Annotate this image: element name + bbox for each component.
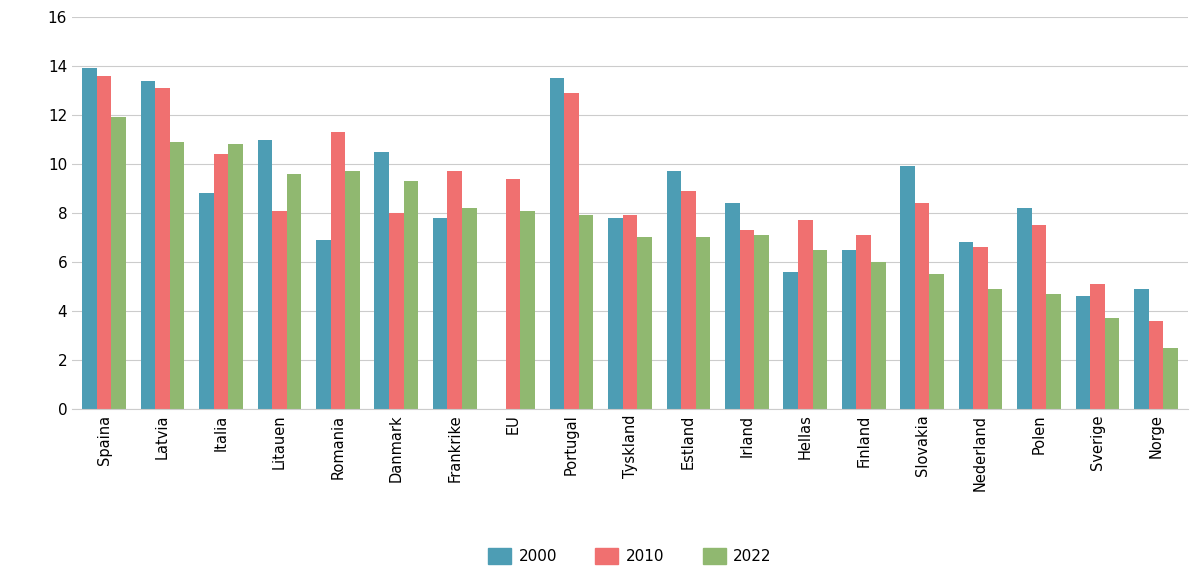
Bar [521, 211, 535, 409]
Bar [316, 240, 330, 409]
Bar [214, 154, 228, 409]
Bar [448, 172, 462, 409]
Bar [608, 218, 623, 409]
Bar [973, 247, 988, 409]
Bar [403, 181, 418, 409]
Bar [784, 272, 798, 409]
Bar [842, 250, 857, 409]
Bar [550, 78, 564, 409]
Bar [857, 235, 871, 409]
Bar [1148, 321, 1163, 409]
Bar [754, 235, 769, 409]
Bar [287, 174, 301, 409]
Bar [623, 215, 637, 409]
Bar [578, 215, 594, 409]
Bar [1105, 318, 1120, 409]
Bar [914, 203, 930, 409]
Bar [1018, 208, 1032, 409]
Bar [812, 250, 827, 409]
Bar [739, 230, 754, 409]
Bar [83, 69, 97, 409]
Bar [433, 218, 448, 409]
Bar [1046, 294, 1061, 409]
Bar [682, 191, 696, 409]
Bar [346, 172, 360, 409]
Bar [170, 142, 185, 409]
Bar [330, 132, 346, 409]
Bar [97, 76, 112, 409]
Bar [1134, 289, 1148, 409]
Bar [564, 93, 578, 409]
Bar [1032, 225, 1046, 409]
Bar [258, 140, 272, 409]
Legend: 2000, 2010, 2022: 2000, 2010, 2022 [482, 542, 778, 568]
Bar [871, 262, 886, 409]
Bar [959, 243, 973, 409]
Bar [666, 172, 682, 409]
Bar [798, 220, 812, 409]
Bar [228, 144, 242, 409]
Bar [930, 274, 944, 409]
Bar [1090, 284, 1105, 409]
Bar [1163, 348, 1177, 409]
Bar [112, 118, 126, 409]
Bar [1075, 296, 1090, 409]
Bar [462, 208, 476, 409]
Bar [900, 166, 914, 409]
Bar [199, 193, 214, 409]
Bar [374, 152, 389, 409]
Bar [637, 237, 652, 409]
Bar [725, 203, 739, 409]
Bar [389, 213, 403, 409]
Bar [696, 237, 710, 409]
Bar [988, 289, 1002, 409]
Bar [272, 211, 287, 409]
Bar [140, 81, 155, 409]
Bar [155, 88, 170, 409]
Bar [506, 179, 521, 409]
